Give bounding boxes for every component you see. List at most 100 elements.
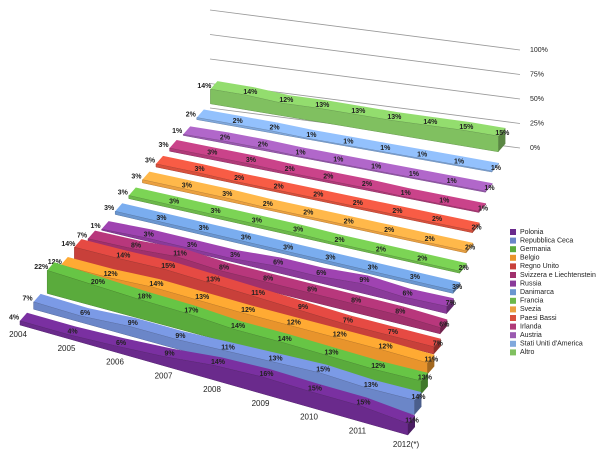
grid-line [209, 58, 521, 100]
value-label: 9% [175, 333, 186, 340]
value-label: 1% [409, 171, 420, 178]
value-label: 6% [403, 291, 414, 298]
value-label: 3% [144, 231, 155, 238]
value-label: 14% [149, 281, 164, 288]
legend-label: Stati Uniti d'America [520, 341, 583, 348]
value-label: 9% [298, 304, 309, 311]
value-label: 3% [252, 217, 263, 224]
value-label: 1% [380, 145, 391, 152]
value-label: 2% [186, 111, 197, 118]
value-label: 12% [48, 259, 63, 266]
value-label: 2% [234, 175, 245, 182]
legend-swatch [510, 289, 516, 296]
value-label: 3% [118, 189, 129, 196]
value-label: 8% [307, 286, 318, 293]
value-label: 3% [156, 215, 167, 222]
value-label: 2% [417, 256, 428, 263]
value-label: 12% [241, 307, 256, 314]
value-label: 3% [187, 242, 198, 249]
value-label: 2% [465, 245, 476, 252]
value-label: 2% [344, 218, 355, 225]
legend-label: Russia [520, 280, 542, 287]
value-label: 1% [306, 132, 317, 139]
legend-swatch [510, 272, 516, 278]
value-label: 14% [231, 323, 246, 330]
value-label: 1% [333, 157, 344, 164]
ribbon-top [183, 126, 493, 192]
legend-label: Germania [520, 246, 551, 253]
value-label: 7% [433, 341, 444, 348]
y-tick-label: 0% [530, 145, 540, 152]
value-label: 11% [425, 357, 439, 364]
value-label: 2% [432, 216, 443, 223]
value-label: 1% [295, 150, 306, 157]
grid-line [209, 9, 521, 51]
value-label: 14% [243, 89, 258, 96]
value-label: 11% [173, 250, 187, 257]
value-label: 8% [219, 264, 230, 271]
value-label: 1% [91, 223, 102, 230]
value-label: 1% [484, 185, 495, 192]
value-label: 1% [172, 128, 183, 135]
value-label: 13% [195, 294, 210, 301]
value-label: 13% [387, 114, 402, 121]
value-label: 1% [417, 152, 428, 159]
ribbon-top [101, 221, 454, 307]
value-label: 2% [233, 118, 244, 125]
value-label: 2% [425, 236, 436, 243]
legend-label: Svizzera e Liechtenstein [520, 272, 596, 279]
value-label: 3% [159, 142, 170, 149]
value-label: 2% [258, 141, 269, 148]
value-label: 1% [447, 178, 458, 185]
ribbon-end [498, 128, 506, 152]
value-label: 3% [104, 205, 115, 212]
value-label: 13% [206, 277, 221, 284]
ribbon-end [433, 338, 441, 355]
value-label: 7% [343, 318, 354, 325]
value-label: 6% [439, 321, 450, 328]
ribbon-top [33, 293, 422, 401]
value-label: 14% [61, 241, 76, 248]
value-label: 2% [263, 201, 274, 208]
x-tick-label: 2010 [300, 413, 318, 422]
legend-swatch [510, 349, 516, 356]
ribbon-end [453, 282, 461, 294]
value-label: 7% [388, 329, 399, 336]
value-label: 2% [303, 210, 314, 217]
value-label: 4% [67, 328, 78, 335]
ribbon-end [440, 319, 448, 334]
value-label: 11% [405, 417, 419, 424]
value-label: 8% [351, 297, 362, 304]
value-label: 8% [395, 308, 406, 315]
ribbon-end [479, 203, 487, 213]
ribbon-end [472, 222, 480, 233]
x-tick-label: 2006 [106, 358, 124, 367]
value-label: 1% [491, 165, 502, 172]
value-label: 3% [182, 182, 193, 189]
value-label: 3% [145, 158, 156, 165]
ribbon-end [485, 183, 493, 193]
value-label: 15% [495, 130, 510, 137]
value-label: 3% [241, 235, 252, 242]
value-label: 7% [446, 300, 457, 307]
value-label: 2% [384, 227, 395, 234]
ribbon-top [210, 81, 506, 137]
value-label: 13% [315, 102, 330, 109]
legend-label: Francia [520, 298, 543, 305]
y-tick-label: 50% [530, 96, 544, 103]
value-label: 14% [278, 336, 293, 343]
value-label: 7% [23, 296, 34, 303]
value-label: 2% [472, 224, 483, 231]
value-label: 8% [263, 275, 274, 282]
value-label: 3% [210, 208, 221, 215]
x-tick-label: 2012(*) [393, 440, 420, 449]
value-label: 13% [351, 108, 366, 115]
y-tick-label: 75% [530, 71, 544, 78]
legend-swatch [510, 340, 516, 347]
value-label: 4% [9, 315, 20, 322]
ribbon-top [196, 109, 499, 171]
value-label: 15% [161, 263, 176, 270]
ribbon-end [459, 263, 467, 274]
value-label: 3% [293, 227, 304, 234]
